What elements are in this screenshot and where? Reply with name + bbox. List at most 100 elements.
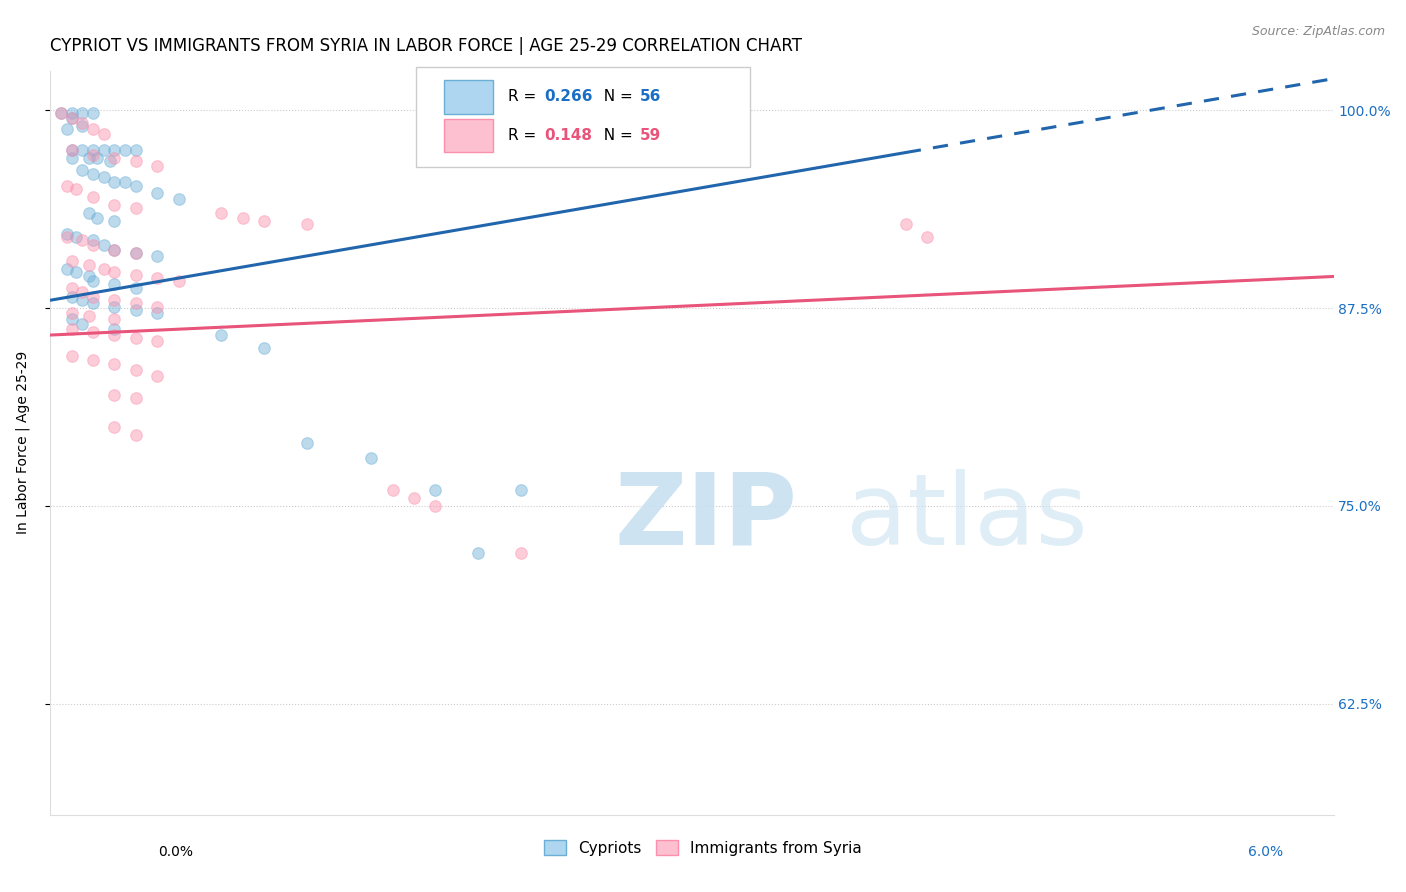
Point: [146, 271, 169, 285]
Point: [103, 357, 125, 371]
Text: 0.266: 0.266: [544, 89, 593, 104]
Text: 59: 59: [640, 128, 661, 143]
Point: [125, 331, 148, 345]
Point: [82, 122, 104, 136]
Point: [425, 483, 447, 497]
Point: [125, 363, 148, 377]
Point: [167, 192, 190, 206]
Point: [125, 296, 148, 310]
Point: [114, 175, 136, 189]
Point: [72, 143, 94, 157]
Point: [82, 353, 104, 368]
Point: [125, 268, 148, 282]
Point: [77, 269, 100, 284]
Point: [425, 499, 447, 513]
Point: [77, 206, 100, 220]
Point: [82, 106, 104, 120]
Point: [125, 245, 148, 260]
Y-axis label: In Labor Force | Age 25-29: In Labor Force | Age 25-29: [15, 351, 30, 534]
Point: [114, 143, 136, 157]
Text: atlas: atlas: [846, 468, 1087, 566]
Point: [65, 265, 87, 279]
Point: [402, 491, 425, 505]
Point: [209, 328, 232, 343]
Point: [103, 265, 125, 279]
Point: [125, 427, 148, 442]
Point: [103, 388, 125, 402]
FancyBboxPatch shape: [444, 80, 494, 113]
Point: [125, 179, 148, 194]
Point: [146, 334, 169, 349]
Point: [167, 274, 190, 288]
Point: [65, 230, 87, 244]
Point: [93, 261, 115, 276]
Point: [103, 243, 125, 257]
Point: [60, 322, 83, 336]
Point: [60, 106, 83, 120]
Point: [103, 243, 125, 257]
Point: [82, 290, 104, 304]
Text: 6.0%: 6.0%: [1249, 845, 1282, 859]
Point: [72, 233, 94, 247]
Point: [381, 483, 404, 497]
Point: [56, 122, 79, 136]
Point: [60, 151, 83, 165]
Point: [103, 143, 125, 157]
Text: Source: ZipAtlas.com: Source: ZipAtlas.com: [1251, 25, 1385, 38]
Point: [125, 392, 148, 406]
Point: [509, 546, 531, 560]
Point: [253, 341, 276, 355]
Point: [125, 153, 148, 168]
Legend: Cypriots, Immigrants from Syria: Cypriots, Immigrants from Syria: [538, 834, 868, 862]
Point: [82, 296, 104, 310]
Point: [103, 198, 125, 212]
Point: [93, 143, 115, 157]
Point: [49, 106, 72, 120]
Point: [103, 293, 125, 308]
Point: [82, 237, 104, 252]
Point: [77, 259, 100, 273]
Point: [103, 312, 125, 326]
Text: N =: N =: [595, 89, 638, 104]
Text: R =: R =: [509, 128, 541, 143]
Text: 0.0%: 0.0%: [159, 845, 193, 859]
Point: [146, 186, 169, 200]
Point: [103, 300, 125, 314]
Point: [103, 420, 125, 434]
Point: [72, 163, 94, 178]
Point: [60, 312, 83, 326]
Point: [82, 147, 104, 161]
Point: [146, 369, 169, 384]
Point: [72, 317, 94, 331]
Point: [60, 143, 83, 157]
Point: [82, 190, 104, 204]
Point: [360, 451, 382, 466]
Point: [82, 167, 104, 181]
Point: [60, 349, 83, 363]
Point: [72, 293, 94, 308]
Point: [146, 300, 169, 314]
Point: [232, 211, 254, 225]
Point: [209, 206, 232, 220]
Point: [60, 112, 83, 126]
Point: [125, 143, 148, 157]
Point: [125, 245, 148, 260]
Point: [98, 153, 121, 168]
Point: [82, 325, 104, 339]
FancyBboxPatch shape: [444, 119, 494, 153]
Point: [56, 230, 79, 244]
Point: [72, 106, 94, 120]
Point: [146, 249, 169, 263]
Text: 0.148: 0.148: [544, 128, 592, 143]
Point: [82, 274, 104, 288]
Point: [103, 214, 125, 228]
Point: [125, 280, 148, 294]
Point: [103, 277, 125, 292]
Point: [60, 253, 83, 268]
Point: [60, 280, 83, 294]
Point: [65, 182, 87, 196]
Point: [82, 233, 104, 247]
Point: [77, 309, 100, 323]
Point: [72, 116, 94, 130]
Point: [103, 328, 125, 343]
